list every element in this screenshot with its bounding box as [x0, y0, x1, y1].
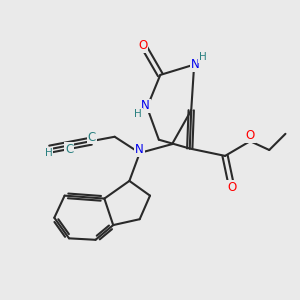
- Text: O: O: [227, 181, 236, 194]
- Text: N: N: [141, 99, 150, 112]
- Text: H: H: [44, 148, 52, 158]
- Text: N: N: [135, 143, 144, 156]
- Text: C: C: [65, 143, 73, 156]
- Text: H: H: [199, 52, 207, 62]
- Text: O: O: [138, 39, 147, 52]
- Text: H: H: [134, 109, 142, 119]
- Text: O: O: [245, 129, 255, 142]
- Text: N: N: [191, 58, 200, 71]
- Text: C: C: [88, 130, 96, 143]
